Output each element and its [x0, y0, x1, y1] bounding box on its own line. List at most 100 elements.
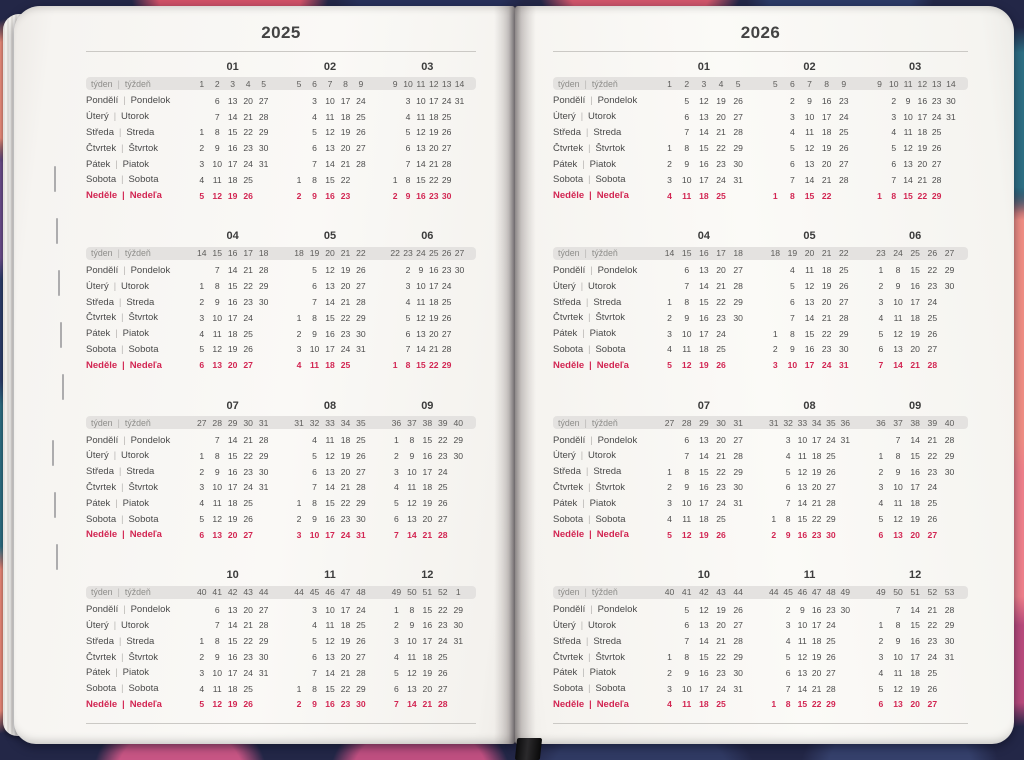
month-dates: 6 13 20 27 — [757, 159, 863, 169]
day-row-friday: Pátek | Piatok 4 11 18 25 1 8 15 22 29 5 12 19 26 — [86, 495, 476, 511]
date-cell: 1 — [667, 297, 672, 308]
day-label-saturday: Sobota | Sobota — [553, 174, 651, 185]
date-cell: 29 — [826, 514, 836, 525]
label-sk: Štvrtok — [595, 481, 625, 493]
label-separator: | — [589, 698, 592, 709]
day-label-tuesday: Úterý | Utorok — [86, 450, 184, 461]
date-cell: 5 — [785, 652, 791, 663]
date-cell: 15 — [227, 127, 238, 138]
date-cell: 29 — [944, 265, 955, 276]
date-cell: 22 — [927, 450, 938, 461]
date-cell: 7 — [394, 699, 399, 710]
dates-strip: 4 11 18 25 1 8 15 22 29 5 12 19 26 — [651, 514, 968, 524]
date-cell: 31 — [946, 111, 956, 122]
date-cell: 29 — [733, 297, 743, 308]
date-cell: 30 — [839, 344, 849, 355]
date-cell — [389, 297, 402, 307]
date-cell: 19 — [340, 127, 351, 138]
date-cell: 3 — [878, 482, 884, 493]
date-cell: 31 — [733, 683, 743, 694]
date-cell: 24 — [438, 636, 448, 647]
week-number: 29 — [699, 417, 709, 428]
date-cell: 15 — [699, 297, 709, 308]
label-sk: Pondelok — [130, 434, 171, 446]
month-column: 09 — [862, 400, 968, 412]
week-number: 51 — [910, 587, 920, 598]
date-cell: 6 — [405, 143, 411, 154]
month-header-07: 07 — [226, 399, 239, 412]
week-number: 21 — [821, 248, 832, 259]
month-header-04: 04 — [697, 230, 710, 243]
date-cell: 12 — [407, 667, 417, 678]
dates-strip: 1 8 15 22 29 5 12 19 26 5 12 19 26 — [651, 143, 968, 153]
date-cell — [944, 127, 958, 137]
date-cell: 4 — [394, 482, 399, 493]
month-dates: 1 8 15 22 29 — [281, 313, 378, 323]
date-cell: 18 — [699, 514, 709, 525]
label-sk: Sobota — [595, 174, 626, 186]
date-cell: 8 — [214, 450, 220, 461]
date-cell: 10 — [893, 482, 903, 493]
date-cell: 1 — [878, 450, 884, 461]
date-cell — [941, 344, 958, 354]
date-cell: 9 — [895, 636, 901, 647]
date-cell: 10 — [212, 159, 222, 170]
dates-strip: 7 14 21 28 4 11 18 25 4 11 18 25 — [184, 112, 476, 122]
label-sk: Pondelok — [597, 264, 638, 276]
week-number: 44 — [258, 587, 269, 598]
dates-strip: 5 12 19 26 2 9 16 23 30 6 13 20 27 — [651, 530, 968, 540]
label-sk: Streda — [593, 126, 622, 138]
date-cell — [941, 297, 958, 307]
date-cell: 2 — [771, 529, 777, 540]
week-number: 13 — [931, 78, 942, 89]
date-cell: 14 — [797, 683, 808, 694]
month-dates: 2 9 16 23 30 — [184, 467, 281, 477]
date-cell: 14 — [893, 360, 903, 371]
month-header-10: 10 — [697, 569, 710, 582]
day-label-tuesday: Úterý | Utorok — [553, 450, 651, 461]
day-row-thursday: Čtvrtek | Štvrtok 1 8 15 22 29 5 12 19 26 3 10 17 24 31 — [553, 649, 968, 665]
date-cell: 22 — [243, 636, 253, 647]
date-cell: 21 — [716, 636, 726, 647]
month-week-numbers: 18 19 20 21 22 — [281, 248, 378, 258]
date-cell — [730, 530, 747, 540]
month-column: 10 — [651, 569, 757, 581]
date-cell: 13 — [416, 328, 426, 339]
date-cell: 4 — [199, 683, 205, 694]
date-cell: 4 — [667, 699, 672, 710]
day-label-wednesday: Středa | Streda — [86, 127, 184, 138]
label-sk: Piatok — [589, 328, 617, 340]
day-row-tuesday: Úterý | Utorok 6 13 20 27 3 10 17 24 1 8 15 22 29 — [553, 618, 968, 634]
label-separator: | — [123, 604, 126, 615]
month-header-row: 10 11 12 — [86, 567, 476, 584]
week-numbers-strip: 27 28 29 30 31 31 32 33 34 35 36 37 38 39 40 — [184, 418, 476, 428]
month-dates: 6 13 20 27 — [184, 605, 281, 615]
day-label-friday: Pátek | Piatok — [553, 498, 651, 509]
week-number: 17 — [716, 248, 726, 259]
week-number: 31 — [294, 417, 304, 428]
date-cell: 26 — [927, 683, 938, 694]
date-cell: 12 — [416, 127, 426, 138]
month-week-numbers: 44 45 46 47 48 — [281, 587, 378, 597]
date-cell: 3 — [878, 652, 884, 663]
date-cell — [941, 684, 958, 694]
date-cell: 19 — [716, 95, 726, 106]
week-number: 23 — [876, 248, 886, 259]
label-sk: týždeň — [591, 587, 618, 598]
date-cell: 8 — [312, 498, 317, 509]
date-cell: 7 — [895, 604, 901, 615]
date-cell: 9 — [214, 466, 220, 477]
label-separator: | — [588, 651, 591, 662]
day-label-saturday: Sobota | Sobota — [553, 344, 651, 355]
week-number: 14 — [196, 248, 207, 259]
date-cell — [872, 159, 886, 169]
date-cell: 24 — [716, 174, 726, 185]
date-cell: 19 — [811, 652, 822, 663]
label-cz: Úterý — [553, 619, 576, 631]
date-cell: 17 — [910, 297, 920, 308]
date-cell: 16 — [821, 95, 832, 106]
week-number: 36 — [876, 417, 886, 428]
day-label-tuesday: Úterý | Utorok — [553, 620, 651, 631]
month-column: 06 — [379, 230, 476, 242]
